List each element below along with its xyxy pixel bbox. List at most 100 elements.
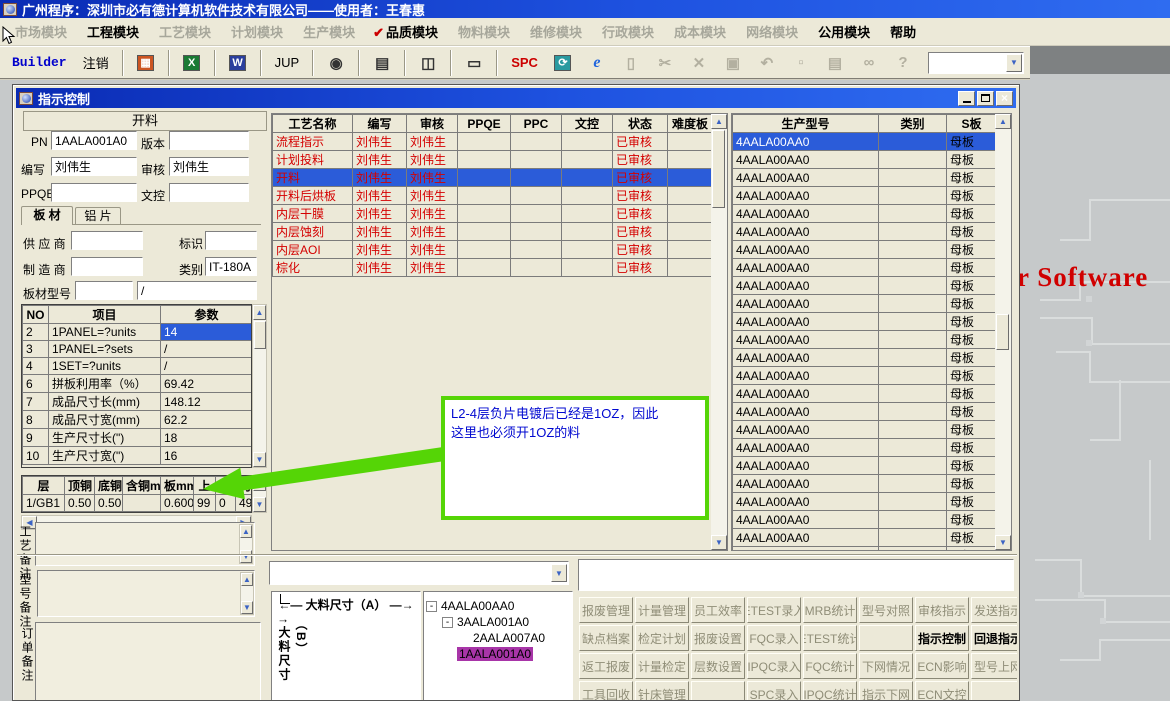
remark-scrollbar[interactable]: ▲ ▼ bbox=[240, 572, 254, 615]
tree-expander-icon[interactable]: - bbox=[442, 616, 453, 628]
scroll-down-icon[interactable]: ▼ bbox=[241, 601, 253, 614]
function-button[interactable]: ECN文控 bbox=[915, 681, 969, 700]
report-icon[interactable]: ▦ bbox=[129, 51, 163, 75]
tree-node[interactable]: - 3AALA001A0 bbox=[442, 614, 570, 630]
function-button[interactable] bbox=[971, 681, 1017, 700]
function-button[interactable]: 计量检定 bbox=[635, 653, 689, 679]
scroll-down-icon[interactable]: ▼ bbox=[711, 535, 727, 550]
excel-icon[interactable]: X bbox=[175, 51, 209, 75]
table-row[interactable]: 3 1PANEL=?sets / bbox=[22, 340, 251, 358]
model-remark-box[interactable] bbox=[37, 570, 255, 617]
writer-field[interactable] bbox=[51, 157, 137, 176]
scroll-down-icon[interactable]: ▼ bbox=[240, 550, 252, 563]
table-row[interactable]: 6 拼板利用率（%） 69.42 bbox=[22, 374, 251, 393]
table-row[interactable]: 8 成品尺寸宽(mm) 62.2 bbox=[22, 410, 251, 429]
table-row[interactable]: 4 1SET=?units / bbox=[22, 357, 251, 375]
new-document-icon[interactable]: ▯ bbox=[626, 54, 636, 72]
network-icon[interactable]: ◫ bbox=[421, 54, 436, 72]
menu-item[interactable]: 公用模块 bbox=[818, 25, 871, 40]
menu-item[interactable]: 工艺模块 bbox=[159, 25, 212, 40]
function-button[interactable]: ETEST录入 bbox=[747, 597, 801, 623]
cut-icon[interactable]: ✂ bbox=[658, 54, 672, 72]
function-button[interactable]: 指示控制 bbox=[915, 625, 969, 651]
eye-icon[interactable]: ◉ bbox=[329, 54, 343, 72]
table-row[interactable]: 10 生产尺寸宽(") 16 bbox=[22, 446, 251, 465]
function-button[interactable]: 针床管理 bbox=[635, 681, 689, 700]
close-button[interactable]: × bbox=[996, 90, 1013, 106]
layer-scrollbar[interactable]: ▲ ▼ bbox=[252, 475, 267, 513]
function-button[interactable]: FQC统计 bbox=[803, 653, 857, 679]
menu-item[interactable]: 帮助 bbox=[890, 25, 917, 40]
function-button[interactable]: SPC录入 bbox=[747, 681, 801, 700]
database-icon[interactable]: ▤ bbox=[375, 54, 390, 72]
function-button[interactable]: 报废设置 bbox=[691, 625, 745, 651]
function-button[interactable]: 下网情况 bbox=[859, 653, 913, 679]
function-button[interactable]: ECN影响 bbox=[915, 653, 969, 679]
menu-item[interactable]: 成本模块 bbox=[674, 25, 727, 40]
tab-board-material[interactable]: 板 材 bbox=[21, 206, 73, 225]
process-remark-box[interactable] bbox=[35, 522, 255, 566]
scroll-up-icon[interactable]: ▲ bbox=[241, 573, 253, 586]
menu-item[interactable]: 计划模块 bbox=[231, 25, 284, 40]
scroll-thumb[interactable] bbox=[254, 321, 266, 349]
auditor-field[interactable] bbox=[169, 157, 249, 176]
scroll-up-icon[interactable]: ▲ bbox=[995, 114, 1011, 129]
function-button[interactable]: 发送指示 bbox=[971, 597, 1017, 623]
version-field[interactable] bbox=[169, 131, 249, 150]
refresh-icon[interactable]: ⟳ bbox=[546, 51, 580, 75]
tree-node[interactable]: - 4AALA00AA0 bbox=[426, 598, 570, 614]
function-button[interactable]: FQC录入 bbox=[747, 625, 801, 651]
logout-button[interactable]: 注销 bbox=[82, 56, 109, 71]
function-button[interactable]: 回退指示 bbox=[971, 625, 1017, 651]
ppqe-field[interactable] bbox=[51, 183, 137, 202]
order-remark-box[interactable] bbox=[35, 622, 261, 700]
function-button[interactable]: 型号对照 bbox=[859, 597, 913, 623]
process-row[interactable]: 内层AOI 刘伟生 刘伟生 已审核 bbox=[272, 240, 713, 259]
process-row[interactable]: 棕化 刘伟生 刘伟生 已审核 bbox=[272, 258, 713, 277]
function-button[interactable]: 指示下网 bbox=[859, 681, 913, 700]
save-icon[interactable]: ▣ bbox=[725, 54, 741, 72]
table-row[interactable]: 2 1PANEL=?units 14 bbox=[22, 323, 251, 341]
undo-icon[interactable]: ↶ bbox=[760, 54, 774, 72]
scroll-thumb[interactable] bbox=[712, 130, 725, 208]
function-button[interactable]: IPQC录入 bbox=[747, 653, 801, 679]
menu-item[interactable]: 生产模块 bbox=[303, 25, 356, 40]
process-row[interactable]: 内层干膜 刘伟生 刘伟生 已审核 bbox=[272, 204, 713, 223]
process-row[interactable]: 内层蚀刻 刘伟生 刘伟生 已审核 bbox=[272, 222, 713, 241]
function-button[interactable]: 型号上网 bbox=[971, 653, 1017, 679]
category-field[interactable] bbox=[205, 257, 257, 276]
builder-button[interactable]: Builder bbox=[12, 55, 67, 70]
tree-node[interactable]: 1AALA001A0 bbox=[457, 647, 534, 661]
function-button[interactable]: 审核指示 bbox=[915, 597, 969, 623]
menu-item[interactable]: 行政模块 bbox=[602, 25, 655, 40]
table-row[interactable]: 7 成品尺寸长(mm) 148.12 bbox=[22, 392, 251, 411]
process-row[interactable]: 计划投料 刘伟生 刘伟生 已审核 bbox=[272, 150, 713, 169]
board-model-field[interactable] bbox=[75, 281, 133, 300]
models-scrollbar[interactable]: ▲ ▼ bbox=[995, 114, 1011, 550]
function-button[interactable] bbox=[691, 681, 745, 700]
print-preview-icon[interactable]: ▫ bbox=[798, 54, 804, 71]
process-row[interactable]: 流程指示 刘伟生 刘伟生 已审核 bbox=[272, 132, 713, 151]
maker-field[interactable] bbox=[71, 257, 143, 276]
function-button[interactable]: 检定计划 bbox=[635, 625, 689, 651]
maximize-button[interactable] bbox=[977, 90, 994, 106]
scroll-thumb[interactable] bbox=[996, 314, 1009, 350]
function-button[interactable]: 报废管理 bbox=[579, 597, 633, 623]
scroll-up-icon[interactable]: ▲ bbox=[253, 476, 266, 491]
spc-button[interactable]: SPC bbox=[511, 55, 538, 70]
